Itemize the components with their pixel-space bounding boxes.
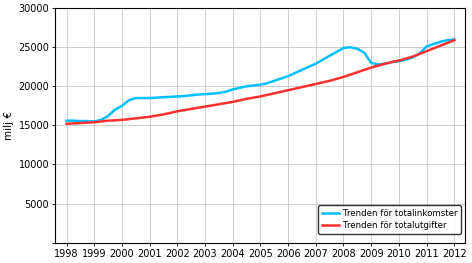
Trenden för totalutgifter (327, 79, 332, 82)
Trenden för totalutgifter (77, 122, 83, 125)
Trenden för totalutgifter (382, 62, 388, 65)
Trenden för totalinkomster (64, 119, 69, 122)
Trenden för totalutgifter (230, 100, 236, 104)
Trenden för totalutgifter (271, 92, 277, 95)
Trenden för totalinkomster (237, 86, 243, 89)
Trenden för totalutgifter (424, 49, 430, 53)
Trenden för totalutgifter (133, 117, 139, 120)
Trenden för totalinkomster (334, 50, 339, 53)
Trenden för totalutgifter (216, 103, 222, 106)
Trenden för totalutgifter (368, 66, 374, 69)
Legend: Trenden för totalinkomster, Trenden för totalutgifter: Trenden för totalinkomster, Trenden för … (318, 205, 461, 234)
Trenden för totalinkomster (84, 119, 90, 123)
Trenden för totalutgifter (451, 39, 457, 42)
Trenden för totalutgifter (175, 110, 180, 113)
Trenden för totalinkomster (92, 120, 97, 123)
Trenden för totalutgifter (285, 89, 291, 92)
Trenden för totalutgifter (244, 97, 249, 100)
Trenden för totalutgifter (341, 75, 346, 79)
Trenden för totalinkomster (77, 119, 83, 123)
Trenden för totalutgifter (410, 55, 415, 58)
Y-axis label: milj €: milj € (4, 111, 14, 140)
Trenden för totalutgifter (202, 105, 208, 108)
Trenden för totalinkomster (175, 95, 180, 98)
Trenden för totalinkomster (451, 38, 457, 41)
Trenden för totalutgifter (105, 119, 111, 122)
Trenden för totalutgifter (396, 59, 402, 62)
Trenden för totalinkomster (341, 47, 346, 50)
Trenden för totalutgifter (354, 71, 360, 74)
Line: Trenden för totalutgifter: Trenden för totalutgifter (67, 40, 454, 124)
Trenden för totalutgifter (147, 115, 152, 118)
Trenden för totalutgifter (92, 121, 97, 124)
Trenden för totalutgifter (119, 118, 125, 122)
Trenden för totalutgifter (438, 44, 443, 47)
Trenden för totalutgifter (188, 107, 194, 110)
Line: Trenden för totalinkomster: Trenden för totalinkomster (67, 39, 454, 122)
Trenden för totalutgifter (258, 95, 263, 98)
Trenden för totalutgifter (299, 85, 305, 89)
Trenden för totalutgifter (64, 122, 69, 125)
Trenden för totalutgifter (313, 82, 319, 85)
Trenden för totalutgifter (160, 113, 166, 116)
